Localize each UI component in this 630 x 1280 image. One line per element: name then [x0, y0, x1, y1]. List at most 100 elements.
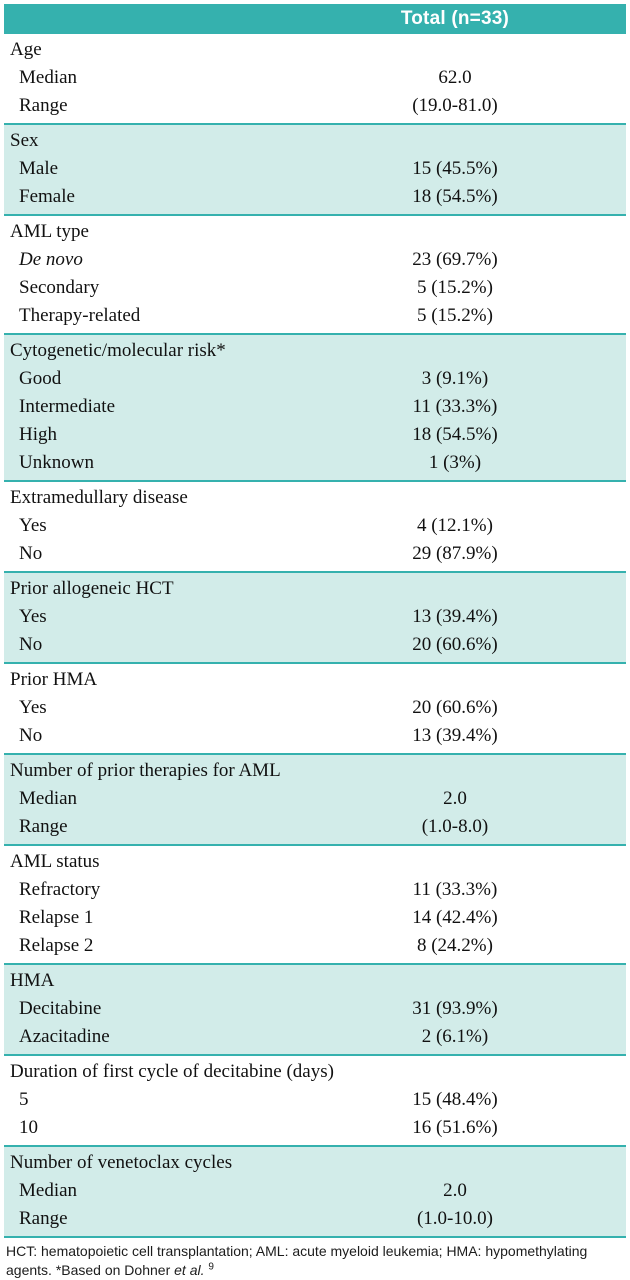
row-label: Decitabine: [19, 998, 102, 1019]
row-value: (19.0-81.0): [412, 95, 498, 116]
row-label: Unknown: [19, 452, 94, 473]
row-value: 5 (15.2%): [416, 277, 493, 298]
table-row: Yes 4 (12.1%): [4, 512, 626, 540]
row-value: 2.0: [443, 788, 467, 809]
row-label: Therapy-related: [19, 305, 141, 326]
row-value: 13 (39.4%): [412, 606, 498, 627]
section-title: Cytogenetic/molecular risk*: [10, 340, 226, 361]
row-label: 5: [19, 1089, 29, 1110]
row-value: 18 (54.5%): [412, 424, 498, 445]
row-label: Azacitadine: [19, 1026, 110, 1047]
section-title: HMA: [10, 970, 55, 991]
table-row: Good 3 (9.1%): [4, 365, 626, 393]
row-label: No: [19, 634, 43, 655]
table-row: No 29 (87.9%): [4, 540, 626, 568]
row-value: 31 (93.9%): [412, 998, 498, 1019]
section-extramedullary-disease: Extramedullary disease Yes 4 (12.1%) No 29 (…: [4, 480, 626, 571]
row-value: 20 (60.6%): [412, 634, 498, 655]
row-value: 5 (15.2%): [416, 305, 493, 326]
table-row: Range (1.0-8.0): [4, 813, 626, 841]
table-row: 5 15 (48.4%): [4, 1086, 626, 1114]
row-value: 14 (42.4%): [412, 907, 498, 928]
section-hma: HMA Decitabine 31 (93.9%) Azacitadine 2 (6.1…: [4, 963, 626, 1054]
footnote-text: HCT: hematopoietic cell transplantation;…: [6, 1243, 588, 1278]
row-label: Median: [19, 1180, 78, 1201]
section-prior-allogeneic-hct: Prior allogeneic HCT Yes 13 (39.4%) No 20 (6…: [4, 571, 626, 662]
row-value: 3 (9.1%): [421, 368, 489, 389]
table-row: Median 2.0: [4, 1177, 626, 1205]
row-label: Range: [19, 95, 68, 116]
table-body: Age Median 62.0 Range (19.0-81.0) Sex Male 15 (…: [4, 34, 626, 1238]
section-title: Number of venetoclax cycles: [10, 1152, 233, 1173]
row-value: (1.0-10.0): [416, 1208, 493, 1229]
row-label: De novo: [19, 249, 83, 270]
row-label: Median: [19, 788, 78, 809]
section-aml-type: AML type De novo 23 (69.7%) Secondary 5 (15.…: [4, 214, 626, 333]
section-title: Sex: [10, 130, 39, 151]
table-row: Therapy-related 5 (15.2%): [4, 302, 626, 330]
table-row: Female 18 (54.5%): [4, 183, 626, 211]
section-cytogenetic-molecular-risk: Cytogenetic/molecular risk* Good 3 (9.1%) I…: [4, 333, 626, 480]
section-title: AML status: [10, 851, 100, 872]
section-title: Prior allogeneic HCT: [10, 578, 174, 599]
table-row: Refractory 11 (33.3%): [4, 876, 626, 904]
section-title: Prior HMA: [10, 669, 98, 690]
table-row: High 18 (54.5%): [4, 421, 626, 449]
table-row: Relapse 2 8 (24.2%): [4, 932, 626, 960]
section-number-of-venetoclax-cycles: Number of venetoclax cycles Median 2.0 Rang…: [4, 1145, 626, 1236]
section-title: AML type: [10, 221, 89, 242]
row-label: Range: [19, 816, 68, 837]
table-row: Azacitadine 2 (6.1%): [4, 1023, 626, 1051]
row-value: 15 (45.5%): [412, 158, 498, 179]
header-total-cell: Total (n=33): [400, 8, 510, 29]
table-header-row: Total (n=33): [4, 4, 626, 34]
row-value: 11 (33.3%): [412, 396, 498, 417]
section-sex: Sex Male 15 (45.5%) Female 18 (54.5%): [4, 123, 626, 214]
patient-characteristics-table: Total (n=33) Age Median 62.0 Range (19.0-81.…: [4, 4, 626, 1238]
table-row: Secondary 5 (15.2%): [4, 274, 626, 302]
table-row: Male 15 (45.5%): [4, 155, 626, 183]
row-label: Relapse 2: [19, 935, 94, 956]
footnote: HCT: hematopoietic cell transplantation;…: [4, 1238, 626, 1280]
row-value: 2 (6.1%): [421, 1026, 489, 1047]
table-row: Range (1.0-10.0): [4, 1205, 626, 1233]
row-label: No: [19, 725, 43, 746]
row-value: 23 (69.7%): [412, 249, 498, 270]
section-number-of-prior-therapies-for-aml: Number of prior therapies for AML Median 2…: [4, 753, 626, 844]
row-label: Secondary: [19, 277, 100, 298]
section-title: Duration of first cycle of decitabine (d…: [10, 1061, 334, 1082]
table-row: Intermediate 11 (33.3%): [4, 393, 626, 421]
section-title: Extramedullary disease: [10, 487, 188, 508]
row-value: 16 (51.6%): [412, 1117, 498, 1138]
table-row: Relapse 1 14 (42.4%): [4, 904, 626, 932]
table-row: Decitabine 31 (93.9%): [4, 995, 626, 1023]
table-row: No 13 (39.4%): [4, 722, 626, 750]
section-prior-hma: Prior HMA Yes 20 (60.6%) No 13 (39.4%): [4, 662, 626, 753]
section-title: Number of prior therapies for AML: [10, 760, 281, 781]
row-label: Yes: [19, 606, 47, 627]
row-value: 20 (60.6%): [412, 697, 498, 718]
footnote-etal: et al.: [174, 1262, 205, 1278]
row-label: Female: [19, 186, 75, 207]
table-row: Median 2.0: [4, 785, 626, 813]
row-value: 13 (39.4%): [412, 725, 498, 746]
row-value: 2.0: [443, 1180, 467, 1201]
row-value: 29 (87.9%): [412, 543, 498, 564]
row-label: No: [19, 543, 43, 564]
row-value: 4 (12.1%): [416, 515, 493, 536]
table-row: Unknown 1 (3%): [4, 449, 626, 477]
row-label: Median: [19, 67, 78, 88]
row-label: 10: [19, 1117, 38, 1138]
table-row: De novo 23 (69.7%): [4, 246, 626, 274]
table-row: No 20 (60.6%): [4, 631, 626, 659]
table-row: 10 16 (51.6%): [4, 1114, 626, 1142]
row-value: (1.0-8.0): [421, 816, 489, 837]
row-label: Good: [19, 368, 62, 389]
row-value: 1 (3%): [428, 452, 482, 473]
row-label: Refractory: [19, 879, 101, 900]
row-value: 11 (33.3%): [412, 879, 498, 900]
row-value: 8 (24.2%): [416, 935, 493, 956]
section-title: Age: [10, 39, 42, 60]
row-label: Range: [19, 1208, 68, 1229]
